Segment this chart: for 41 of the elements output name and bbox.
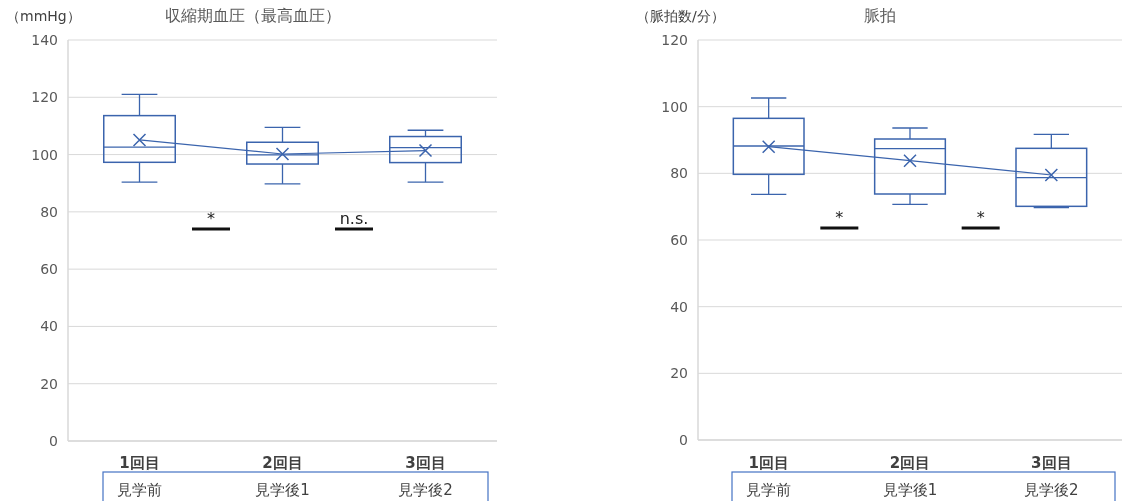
- y-tick-label: 100: [31, 146, 58, 163]
- y-tick-label: 0: [679, 432, 688, 448]
- x-tick-label: 1回目: [748, 454, 789, 472]
- y-tick-label: 80: [670, 165, 688, 182]
- point: [418, 143, 433, 158]
- x-tick-label: 2回目: [889, 454, 931, 472]
- text: 見学後2: [398, 481, 453, 499]
- y-tick-label: 100: [661, 98, 688, 115]
- x-tick-label: 2回目: [262, 454, 303, 472]
- y-tick-label: 0: [49, 433, 58, 449]
- point: [903, 153, 917, 168]
- y-tick-label: 120: [661, 32, 688, 48]
- y-tick-label: 120: [31, 89, 58, 106]
- point: [761, 139, 776, 154]
- y-tick-label: 40: [670, 298, 688, 315]
- annotation: *: [976, 208, 985, 227]
- chart-title: 収縮期血圧（最高血圧）: [164, 6, 341, 25]
- text: 見学前: [746, 481, 792, 499]
- point: [275, 147, 290, 161]
- y-axis-title: （脈拍数/分）: [636, 8, 725, 24]
- y-tick-label: 20: [40, 375, 58, 392]
- y-tick-label: 60: [670, 232, 688, 248]
- y-tick-label: 80: [40, 203, 58, 220]
- annotation: *: [835, 208, 844, 227]
- annotation: *: [207, 209, 215, 228]
- chart-title: 脈拍: [864, 6, 896, 25]
- x-tick-label: 1回目: [119, 454, 160, 472]
- y-tick-label: 140: [31, 32, 58, 48]
- annotation: n.s.: [339, 209, 369, 228]
- y-tick-label: 40: [40, 318, 58, 335]
- y-tick-label: 20: [670, 365, 688, 382]
- x-tick-label: 3回目: [1031, 454, 1072, 472]
- point: [1044, 168, 1059, 182]
- text: 見学前: [117, 481, 162, 499]
- y-tick-label: 60: [40, 261, 58, 278]
- text: 見学後1: [882, 481, 938, 499]
- x-tick-label: 3回目: [405, 454, 446, 472]
- text: 見学後1: [255, 481, 310, 499]
- text: 見学後2: [1024, 481, 1079, 499]
- point: [132, 133, 147, 147]
- y-axis-title: （mmHg）: [6, 8, 81, 24]
